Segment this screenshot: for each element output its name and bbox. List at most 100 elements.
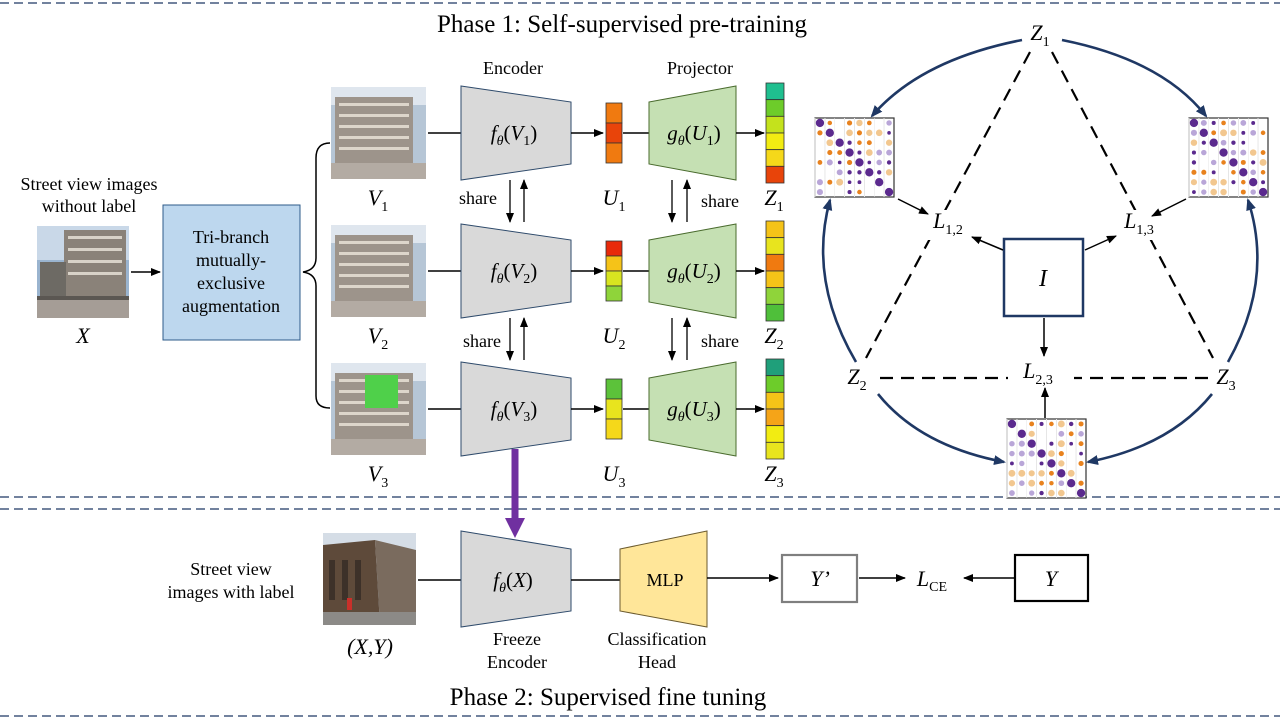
loss-l13: L1,3 xyxy=(1123,208,1154,238)
phase2-title: Phase 2: Supervised fine tuning xyxy=(450,684,767,711)
matrix-cell xyxy=(1057,469,1066,478)
matrix-cell xyxy=(1068,431,1074,437)
freeze-line1: Freeze xyxy=(493,629,541,649)
matrix-cell xyxy=(1191,169,1197,175)
edge-z1-z3 xyxy=(1051,51,1214,359)
matrix-cell xyxy=(1259,158,1267,166)
matrix-cell xyxy=(886,120,892,126)
similarity-matrix-23 xyxy=(1006,418,1087,499)
matrix-cell xyxy=(867,160,872,165)
identity-box xyxy=(1002,237,1085,318)
matrix-cell xyxy=(1201,149,1207,156)
matrix-cell xyxy=(1009,450,1015,457)
matrix-cell xyxy=(1192,190,1196,194)
node-z2: Z2 xyxy=(847,364,866,394)
matrix-cell xyxy=(1069,441,1074,446)
z-label-3: Z3 xyxy=(764,461,783,491)
matrix-cell xyxy=(1008,480,1016,487)
matrix-cell xyxy=(1240,189,1246,195)
matrix-cell xyxy=(1201,179,1207,185)
u-label-3: U3 xyxy=(603,461,626,491)
matrix-cell xyxy=(1210,178,1218,186)
head-line2: Head xyxy=(638,652,676,672)
z-cell xyxy=(765,408,785,427)
input-caption-line1: Street view images xyxy=(21,174,158,194)
matrix-cell xyxy=(1039,490,1044,496)
matrix-cell xyxy=(1018,450,1025,457)
matrix-cell xyxy=(857,140,862,145)
matrix-cell xyxy=(866,129,873,136)
loss-l12: L1,2 xyxy=(932,208,963,238)
target-box xyxy=(1013,553,1090,603)
projector-1 xyxy=(648,85,737,181)
matrix-cell xyxy=(1211,130,1217,136)
matrix-cell xyxy=(1068,421,1074,427)
u-cell xyxy=(605,102,623,124)
matrix13-to-l13 xyxy=(1151,198,1187,217)
matrix-cell xyxy=(1076,488,1086,498)
matrix-cell xyxy=(1251,120,1256,125)
matrix-cell xyxy=(1019,460,1025,467)
matrix-cell xyxy=(847,140,852,145)
matrix-cell xyxy=(1047,459,1056,468)
matrix-cell xyxy=(1049,421,1054,427)
aug-line-3: exclusive xyxy=(197,273,265,293)
share-arrows xyxy=(506,179,691,361)
encoder-1 xyxy=(460,85,572,181)
matrix-cell xyxy=(827,120,833,126)
arc-z3-down xyxy=(1086,393,1214,465)
matrix-cell xyxy=(816,189,823,196)
matrix-cell xyxy=(1057,440,1065,448)
z-cell xyxy=(765,391,785,410)
aug-line-2: mutually- xyxy=(196,250,266,270)
matrix-cell xyxy=(827,150,833,156)
matrix-cell xyxy=(1231,170,1236,175)
matrix-cell xyxy=(866,120,872,126)
matrix-cell xyxy=(835,138,844,147)
matrix-cell xyxy=(1220,139,1227,146)
matrix-cell xyxy=(1189,118,1199,128)
matrix-cell xyxy=(1018,469,1026,477)
encoder-label-3: fθ(V3) xyxy=(491,397,538,425)
pair-label: (X,Y) xyxy=(347,634,393,659)
matrix-cell xyxy=(1220,188,1227,196)
matrix-cell xyxy=(1048,450,1055,457)
z-cell xyxy=(765,270,785,289)
matrix-cell xyxy=(857,189,862,195)
identity-to-l12 xyxy=(971,236,1004,251)
phase2-caption-line1: Street view xyxy=(190,559,271,579)
z-label-2: Z2 xyxy=(764,323,783,353)
projector-2 xyxy=(648,223,737,319)
u-label-1: U1 xyxy=(603,185,626,215)
view-label-2: V2 xyxy=(368,323,388,353)
matrix-cell xyxy=(855,158,864,167)
z-cell xyxy=(765,287,785,305)
projector-header: Projector xyxy=(667,58,733,78)
matrix-cell xyxy=(837,150,843,156)
matrix-cell xyxy=(1049,480,1054,486)
matrix-cell xyxy=(1007,419,1017,429)
matrix-cell xyxy=(866,140,872,146)
matrix-cell xyxy=(1211,170,1216,175)
matrix-cell xyxy=(1219,148,1228,157)
arc-z1-left xyxy=(870,38,1023,118)
encoder-label-2: fθ(V2) xyxy=(491,259,538,287)
matrix-cell xyxy=(1220,129,1228,137)
matrix-cell xyxy=(1029,421,1035,427)
identity-to-l13 xyxy=(1084,235,1117,251)
contrastive-triangle: I Z1 Z2 Z3 L1,2 L1,3 L2,3 xyxy=(814,20,1269,499)
encoder-3 xyxy=(460,361,572,457)
matrix-cell xyxy=(1049,470,1054,476)
matrix-cell xyxy=(876,149,883,156)
u-cell xyxy=(605,398,623,420)
matrix12-to-l12 xyxy=(897,198,929,215)
masked-patch xyxy=(365,375,398,408)
view-label-1: V1 xyxy=(368,185,388,215)
matrix-cell xyxy=(1231,140,1236,145)
z-cell xyxy=(765,132,785,151)
u-cell xyxy=(605,378,623,400)
share-label-proj-2: share xyxy=(701,331,739,351)
matrix-cell xyxy=(1009,490,1015,496)
arc-z2-down xyxy=(876,393,1006,466)
